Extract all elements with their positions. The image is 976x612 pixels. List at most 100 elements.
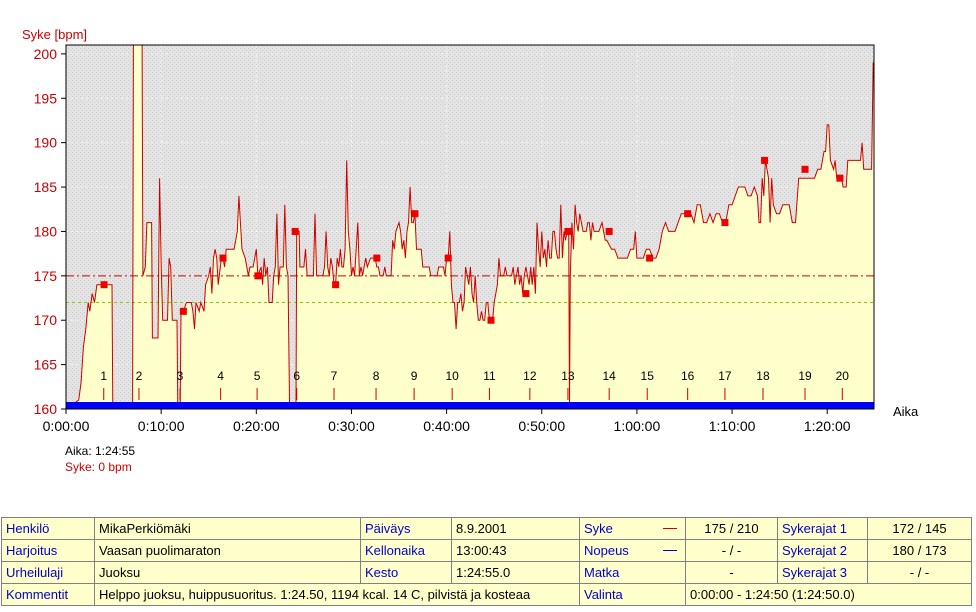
lap-point[interactable] <box>179 307 187 315</box>
hr-limits-3-value: - / - <box>867 561 972 584</box>
lap-marker-label[interactable]: 14 <box>602 369 616 383</box>
lap-point[interactable] <box>373 254 381 262</box>
lap-point[interactable] <box>332 281 340 289</box>
y-tick-label: 195 <box>34 90 58 106</box>
speed-value: - / - <box>685 539 778 562</box>
lap-marker-label[interactable]: 11 <box>483 369 496 383</box>
selection-label[interactable]: Valinta <box>579 583 686 606</box>
lap-point[interactable] <box>100 281 108 289</box>
y-tick-label: 180 <box>34 223 58 239</box>
lap-point[interactable] <box>684 210 692 218</box>
x-tick-label: 1:10:00 <box>709 418 756 434</box>
hr-limits-1-label[interactable]: Sykerajat 1 <box>777 517 868 540</box>
plot-frame <box>65 44 875 410</box>
y-tick-label: 165 <box>34 357 58 373</box>
duration-value: 1:24:55.0 <box>451 561 580 584</box>
y-axis-label: Syke [bpm] <box>22 27 87 42</box>
lap-marker-label[interactable]: 12 <box>523 369 537 383</box>
lap-marker-label[interactable]: 1 <box>100 369 107 383</box>
x-tick-label: 0:30:00 <box>328 418 375 434</box>
heart-rate-line[interactable] <box>66 45 874 409</box>
comments-value: Helppo juoksu, huippusuoritus. 1:24.50, … <box>94 583 580 606</box>
lap-point[interactable] <box>487 316 495 324</box>
x-axis-label: Aika <box>893 404 919 419</box>
info-row: Kommentit Helppo juoksu, huippusuoritus.… <box>1 583 972 606</box>
info-row: Urheilulaji Juoksu Kesto 1:24:55.0 Matka… <box>1 561 972 584</box>
x-tick-label: 0:50:00 <box>518 418 565 434</box>
speed-legend-line <box>663 550 677 551</box>
x-tick-label: 0:10:00 <box>138 418 185 434</box>
speed-bar <box>66 402 874 409</box>
lap-marker-label[interactable]: 18 <box>756 369 770 383</box>
sport-label[interactable]: Urheilulaji <box>1 561 95 584</box>
lap-point[interactable] <box>836 174 844 182</box>
y-tick-label: 190 <box>34 135 58 151</box>
lap-marker-label[interactable]: 20 <box>836 369 850 383</box>
info-row: Henkilö MikaPerkiömäki Päiväys 8.9.2001 … <box>1 517 972 540</box>
lap-point[interactable] <box>411 210 419 218</box>
lap-point[interactable] <box>254 272 262 280</box>
lap-marker-label[interactable]: 15 <box>641 369 655 383</box>
time-of-day-value: 13:00:43 <box>451 539 580 562</box>
x-tick-label: 1:00:00 <box>614 418 661 434</box>
y-tick-label: 160 <box>34 401 58 417</box>
heart-rate-legend-line <box>663 528 677 529</box>
selection-value: 0:00:00 - 1:24:50 (1:24:50.0) <box>685 583 972 606</box>
lap-point[interactable] <box>721 219 729 227</box>
lap-marker-label[interactable]: 5 <box>254 369 261 383</box>
lap-marker-label[interactable]: 10 <box>445 369 459 383</box>
date-label[interactable]: Päiväys <box>360 517 452 540</box>
lap-marker-label[interactable]: 6 <box>293 369 300 383</box>
person-label[interactable]: Henkilö <box>1 517 95 540</box>
lap-marker-label[interactable]: 16 <box>681 369 695 383</box>
lap-marker-label[interactable]: 8 <box>373 369 380 383</box>
hr-limits-2-label[interactable]: Sykerajat 2 <box>777 539 868 562</box>
speed-label-text: Nopeus <box>584 543 629 558</box>
readout-time: Aika: 1:24:55 <box>65 444 136 458</box>
y-tick-label: 200 <box>34 46 58 62</box>
duration-label[interactable]: Kesto <box>360 561 452 584</box>
x-tick-label: 0:00:00 <box>43 418 90 434</box>
lap-point[interactable] <box>564 227 572 235</box>
hr-limits-1-value: 172 / 145 <box>867 517 972 540</box>
sport-value: Juoksu <box>94 561 361 584</box>
lap-point[interactable] <box>801 165 809 173</box>
hr-limits-3-label[interactable]: Sykerajat 3 <box>777 561 868 584</box>
chart-svg[interactable]: Syke [bpm] Aika 1 2 3 4 5 6 7 8 9 10 11 12 13 14 15 16 1… <box>0 0 976 500</box>
lap-marker-label[interactable]: 2 <box>136 369 143 383</box>
distance-value: - <box>685 561 778 584</box>
readout-heart-rate: Syke: 0 bpm <box>65 460 132 474</box>
lap-point[interactable] <box>605 227 613 235</box>
lap-point[interactable] <box>761 156 769 164</box>
info-row: Harjoitus Vaasan puolimaraton Kellonaika… <box>1 539 972 562</box>
exercise-value: Vaasan puolimaraton <box>94 539 361 562</box>
speed-label[interactable]: Nopeus <box>579 539 686 562</box>
heart-rate-label[interactable]: Syke <box>579 517 686 540</box>
hr-limits-2-value: 180 / 173 <box>867 539 972 562</box>
heart-rate-value: 175 / 210 <box>685 517 778 540</box>
heart-rate-label-text: Syke <box>584 521 613 536</box>
lap-point[interactable] <box>522 290 530 298</box>
lap-point[interactable] <box>444 254 452 262</box>
x-tick-label: 0:40:00 <box>423 418 470 434</box>
cursor-readout: Aika: 1:24:55 Syke: 0 bpm <box>65 443 135 475</box>
lap-marker-label[interactable]: 9 <box>411 369 418 383</box>
lap-point[interactable] <box>646 254 654 262</box>
lap-marker-label[interactable]: 17 <box>718 369 732 383</box>
date-value: 8.9.2001 <box>451 517 580 540</box>
lap-marker-label[interactable]: 3 <box>177 369 184 383</box>
session-info-table: Henkilö MikaPerkiömäki Päiväys 8.9.2001 … <box>1 517 972 606</box>
time-of-day-label[interactable]: Kellonaika <box>360 539 452 562</box>
lap-point[interactable] <box>219 254 227 262</box>
lap-marker-label[interactable]: 4 <box>217 369 224 383</box>
comments-label[interactable]: Kommentit <box>1 583 95 606</box>
lap-marker-label[interactable]: 19 <box>798 369 812 383</box>
exercise-label[interactable]: Harjoitus <box>1 539 95 562</box>
y-tick-label: 170 <box>34 312 58 328</box>
heart-rate-chart[interactable]: Syke [bpm] Aika 1 2 3 4 5 6 7 8 9 10 11 12 13 14 15 16 1… <box>0 0 976 500</box>
lap-marker-label[interactable]: 13 <box>561 369 575 383</box>
lap-point[interactable] <box>291 227 299 235</box>
y-tick-label: 185 <box>34 179 58 195</box>
lap-marker-label[interactable]: 7 <box>331 369 338 383</box>
distance-label[interactable]: Matka <box>579 561 686 584</box>
